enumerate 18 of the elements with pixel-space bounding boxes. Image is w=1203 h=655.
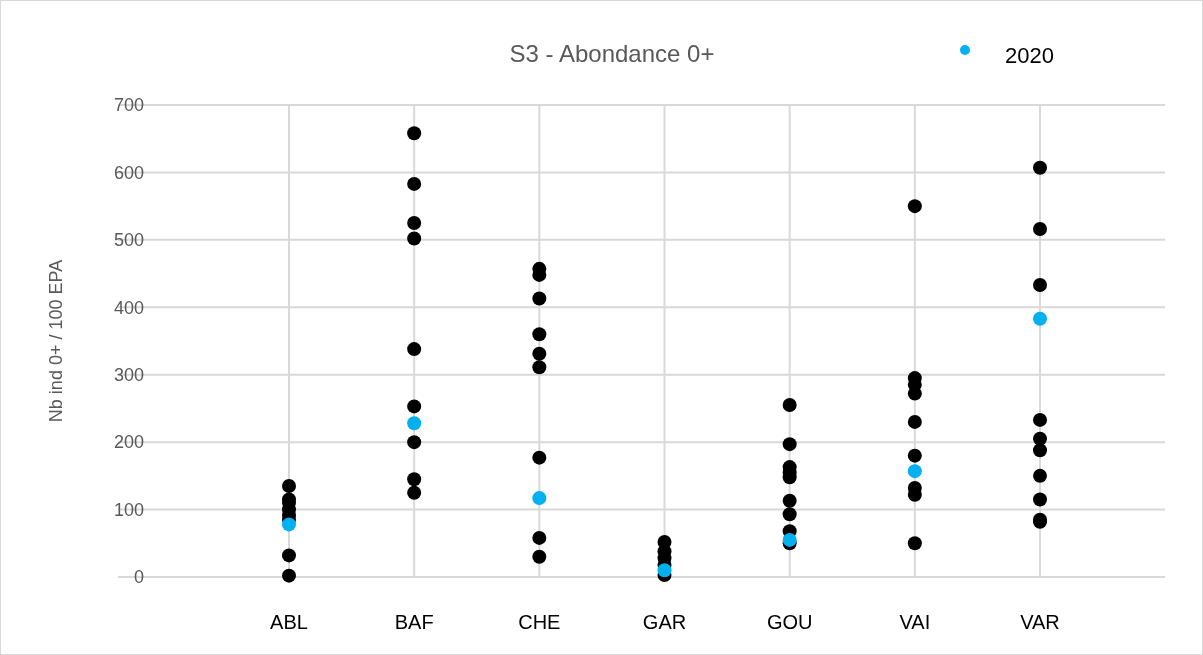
x-tick-label: GAR	[642, 611, 687, 633]
x-tick-label: CHE	[518, 611, 561, 633]
y-tick-label: 100	[113, 499, 144, 520]
chart-title: S3 - Abondance 0+	[509, 40, 715, 67]
x-tick-label: GOU	[766, 611, 813, 633]
y-tick-label: 400	[113, 297, 144, 318]
x-tick-label: ABL	[270, 611, 308, 633]
x-tick-label: VAI	[899, 611, 931, 633]
legend-label: 2020	[1005, 42, 1054, 68]
y-tick-label: 0	[133, 567, 144, 588]
y-tick-label: 500	[113, 230, 144, 251]
y-tick-label: 300	[113, 365, 144, 386]
x-tick-label: BAF	[394, 611, 434, 633]
x-tick-label: VAR	[1020, 611, 1060, 633]
y-axis-title: Nb ind 0+ / 100 EPA	[46, 259, 66, 423]
y-tick-label: 200	[113, 432, 144, 453]
y-tick-label: 600	[113, 162, 144, 183]
y-tick-label: 700	[113, 95, 144, 116]
